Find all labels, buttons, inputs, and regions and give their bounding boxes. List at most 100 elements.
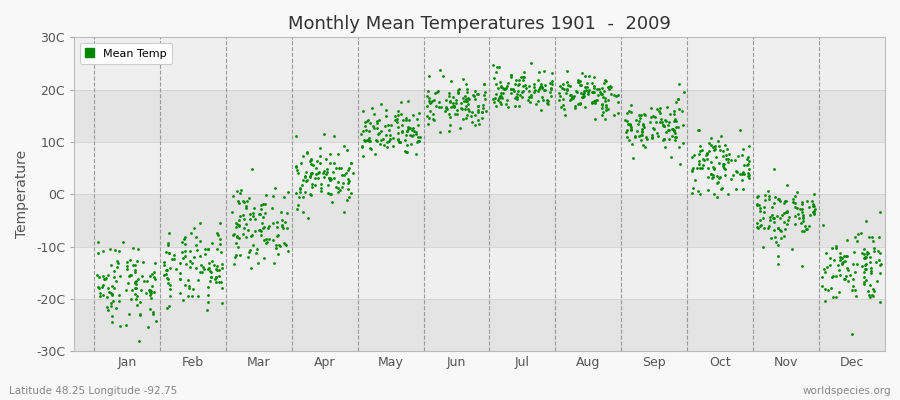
Point (281, 248, 295, 254)
Point (693, 165, 707, 172)
Point (237, 199, 251, 206)
Point (861, 234, 876, 240)
Point (624, 126, 638, 132)
Point (598, 116, 612, 122)
Point (734, 176, 749, 183)
Point (339, 170, 354, 176)
Bar (74, 194, 885, 246)
Point (186, 286, 201, 292)
Point (274, 208, 288, 215)
Point (499, 85, 513, 91)
Point (266, 220, 281, 226)
Point (658, 144, 672, 150)
Point (634, 136, 648, 143)
Point (537, 82, 552, 88)
Point (212, 267, 227, 273)
Point (361, 137, 375, 144)
Point (806, 203, 820, 209)
Point (331, 165, 346, 171)
Point (706, 174, 721, 180)
Point (733, 126, 747, 133)
Point (104, 246, 118, 252)
Point (163, 281, 177, 288)
Point (392, 138, 406, 145)
Point (802, 223, 816, 230)
Point (245, 232, 259, 238)
Point (495, 95, 509, 101)
Point (713, 147, 727, 153)
Point (322, 175, 337, 181)
Point (365, 123, 380, 130)
Point (434, 104, 448, 110)
Point (341, 176, 356, 182)
Point (176, 297, 190, 303)
Point (396, 117, 410, 123)
Point (752, 202, 767, 208)
Point (197, 250, 211, 257)
Point (791, 210, 806, 217)
Point (846, 276, 860, 282)
Point (807, 210, 822, 216)
Point (455, 116, 470, 122)
Point (291, 170, 305, 176)
Point (329, 184, 344, 190)
Point (600, 97, 615, 103)
Point (398, 136, 412, 143)
Point (707, 166, 722, 173)
Point (491, 63, 506, 70)
Point (189, 242, 203, 248)
Point (848, 286, 862, 293)
Point (671, 106, 686, 112)
Point (544, 78, 559, 84)
Point (586, 89, 600, 95)
Point (270, 233, 284, 239)
Point (362, 138, 376, 144)
Point (490, 64, 504, 70)
Point (394, 127, 409, 134)
Point (228, 254, 242, 260)
Point (750, 224, 764, 230)
Point (391, 119, 405, 125)
Point (758, 196, 772, 203)
Point (839, 253, 853, 259)
Point (573, 90, 588, 96)
Point (451, 90, 465, 96)
Point (129, 278, 143, 284)
Point (450, 111, 464, 117)
Point (656, 122, 670, 128)
Point (448, 111, 463, 117)
Point (91, 284, 105, 290)
Point (628, 117, 643, 124)
Point (95, 292, 110, 298)
Point (210, 263, 224, 269)
Point (490, 103, 504, 109)
Point (323, 177, 338, 183)
Point (660, 104, 674, 110)
Point (591, 85, 606, 92)
Point (364, 145, 378, 152)
Point (190, 247, 204, 254)
Point (391, 115, 405, 122)
Point (260, 239, 274, 245)
Point (226, 193, 240, 199)
Point (275, 225, 290, 231)
Point (331, 188, 346, 195)
Point (504, 86, 518, 92)
Point (685, 154, 699, 161)
Point (187, 254, 202, 260)
Point (410, 150, 424, 157)
Point (576, 91, 590, 97)
Point (726, 172, 741, 178)
Point (560, 87, 574, 93)
Point (651, 132, 665, 139)
Point (444, 104, 458, 110)
Point (259, 240, 274, 246)
Point (460, 88, 474, 95)
Point (128, 266, 142, 273)
Point (234, 186, 248, 193)
Point (459, 115, 473, 121)
Point (205, 240, 220, 246)
Point (319, 171, 333, 178)
Point (120, 266, 134, 272)
Point (557, 106, 572, 112)
